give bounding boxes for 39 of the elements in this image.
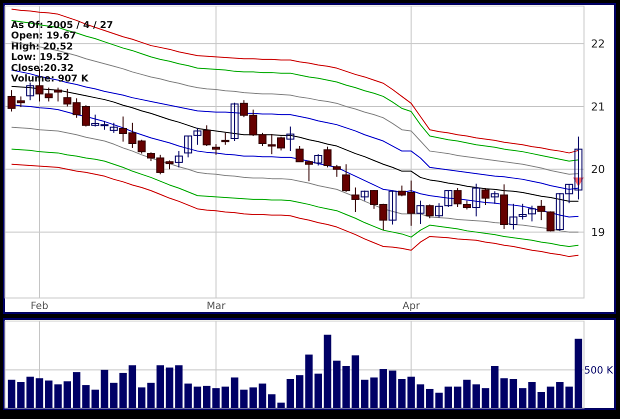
y-tick-label: 500 K	[584, 365, 614, 376]
candlestick	[360, 190, 369, 202]
candlestick	[426, 204, 434, 219]
candlestick	[286, 126, 294, 152]
y-tick-label: 20	[591, 163, 605, 176]
line-series	[11, 41, 579, 175]
candlestick	[54, 87, 62, 102]
candlestick	[342, 164, 350, 192]
x-tick-label: Feb	[30, 301, 48, 312]
candlestick	[435, 202, 444, 218]
annotation: Close:20.32	[11, 62, 74, 74]
candlestick	[202, 124, 211, 147]
candlestick	[332, 164, 341, 178]
y-tick-label: 21	[591, 100, 605, 114]
candlestick	[416, 200, 424, 224]
candlestick	[221, 132, 230, 146]
candlestick	[490, 190, 499, 204]
candlestick	[174, 150, 183, 168]
annotation: High: 20.52	[11, 41, 73, 52]
candlestick	[230, 102, 239, 142]
candlestick	[351, 186, 360, 212]
y-tick-label: 22	[591, 38, 605, 51]
candlestick	[26, 82, 34, 101]
y-tick-label: 19	[591, 226, 605, 239]
line-series	[11, 164, 579, 258]
candlestick	[444, 190, 452, 208]
candlestick	[110, 122, 118, 134]
candlestick	[314, 154, 322, 166]
candlestick	[482, 188, 490, 206]
candlestick	[472, 183, 480, 217]
x-tick-label: Mar	[206, 301, 226, 312]
annotation: Open: 19.67	[11, 30, 76, 42]
candlestick	[212, 144, 220, 156]
candlestick	[388, 190, 397, 226]
line-series	[11, 148, 579, 248]
candlestick	[324, 146, 332, 168]
line-series	[11, 126, 579, 233]
annotation: Low: 19.52	[11, 52, 70, 64]
x-tick-label: Apr	[402, 301, 421, 312]
